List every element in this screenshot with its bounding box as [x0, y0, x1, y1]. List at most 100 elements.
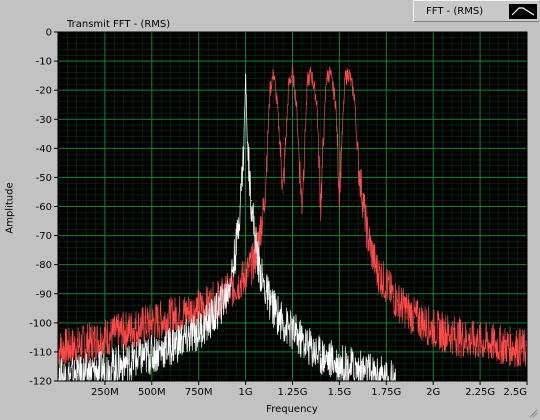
series-line-white [57, 73, 397, 382]
x-tick-label: 500M [138, 387, 166, 398]
legend-swatch[interactable] [509, 4, 537, 19]
data-point [335, 101, 337, 103]
data-point [470, 339, 472, 341]
line-style-icon [511, 7, 535, 16]
data-point [376, 374, 378, 376]
data-point [94, 339, 97, 341]
data-point [235, 246, 237, 248]
data-point [151, 354, 153, 356]
data-point [353, 95, 356, 97]
data-point [113, 333, 115, 336]
data-point [357, 162, 359, 164]
data-point [288, 83, 290, 85]
data-point [207, 322, 209, 324]
y-tick-label: -70 [36, 231, 52, 242]
data-point [306, 80, 309, 83]
data-point [282, 191, 284, 193]
y-tick-label: 0 [46, 28, 52, 39]
data-point [231, 269, 234, 272]
x-tick-label: 2G [426, 387, 440, 398]
data-point [132, 360, 134, 362]
data-point [432, 328, 434, 330]
data-point [216, 310, 219, 312]
data-point [273, 307, 275, 309]
data-point [320, 354, 322, 356]
y-tick-label: -10 [36, 57, 52, 68]
x-tick-label: 2.5G [503, 387, 527, 398]
data-point [250, 200, 252, 202]
data-point [245, 75, 247, 77]
data-point [269, 89, 271, 91]
data-point [301, 205, 303, 208]
data-point [169, 345, 172, 347]
data-point [276, 107, 279, 109]
data-point [395, 298, 397, 301]
data-point [258, 264, 260, 266]
x-tick-label: 2.25G [465, 387, 495, 398]
data-point [239, 205, 241, 208]
data-point [76, 374, 78, 376]
resize-grip-icon[interactable] [528, 408, 538, 418]
data-point [344, 77, 346, 80]
data-point [151, 322, 153, 324]
data-point [413, 316, 416, 318]
axes-layer: 250M 500M 750M 1G 1.25G 1.5G 1.75G 2G 2.25G 2.5G 0… [29, 28, 528, 398]
data-point [245, 275, 247, 277]
y-tick-label: -80 [36, 260, 52, 271]
data-point [301, 339, 303, 341]
data-point [451, 333, 453, 336]
y-tick-label: -20 [36, 86, 52, 97]
data-point [254, 258, 256, 260]
series-line-red [57, 65, 528, 368]
data-point [310, 72, 312, 74]
data-point [348, 72, 350, 74]
y-tick-label: -50 [36, 173, 52, 184]
data-point [226, 293, 228, 295]
y-axis-label: Amplitude [4, 182, 16, 234]
legend[interactable]: FFT - (RMS) [413, 0, 539, 22]
data-point [291, 72, 294, 74]
data-point [263, 205, 265, 208]
y-tick-label: -110 [29, 347, 52, 358]
legend-label: FFT - (RMS) [426, 6, 484, 17]
data-point [207, 304, 209, 306]
series-layer [57, 65, 528, 382]
y-tick-label: -30 [36, 115, 52, 126]
data-point [376, 269, 378, 272]
data-point [94, 371, 97, 373]
x-tick-label: 1G [239, 387, 253, 398]
data-point [169, 316, 172, 318]
y-tick-label: -40 [36, 144, 52, 155]
x-tick-label: 750M [185, 387, 213, 398]
data-point [263, 287, 265, 289]
data-point [366, 234, 369, 237]
plot-border [57, 31, 528, 382]
data-point [254, 234, 256, 237]
data-point [329, 72, 331, 74]
y-tick-label: -120 [29, 377, 52, 388]
data-point [320, 205, 322, 208]
data-point [246, 141, 249, 144]
x-tick-label: 250M [91, 387, 119, 398]
y-tick-label: -100 [29, 318, 52, 329]
data-point [316, 101, 318, 103]
x-tick-label: 1.25G [277, 387, 307, 398]
data-point [295, 101, 297, 103]
x-tick-label: 1.75G [371, 387, 401, 398]
y-tick-label: -90 [36, 289, 52, 300]
data-point [325, 77, 327, 80]
data-point [507, 345, 509, 347]
chart-title: Transmit FFT - (RMS) [67, 19, 171, 30]
data-point [357, 368, 359, 370]
y-tick-label: -60 [36, 202, 52, 213]
data-point [76, 345, 78, 347]
data-point [273, 72, 275, 74]
data-point [188, 310, 190, 312]
x-tick-label: 1.5G [328, 387, 352, 398]
data-point [132, 328, 134, 330]
data-point [188, 336, 190, 338]
data-point [243, 147, 245, 149]
data-point [282, 322, 284, 324]
